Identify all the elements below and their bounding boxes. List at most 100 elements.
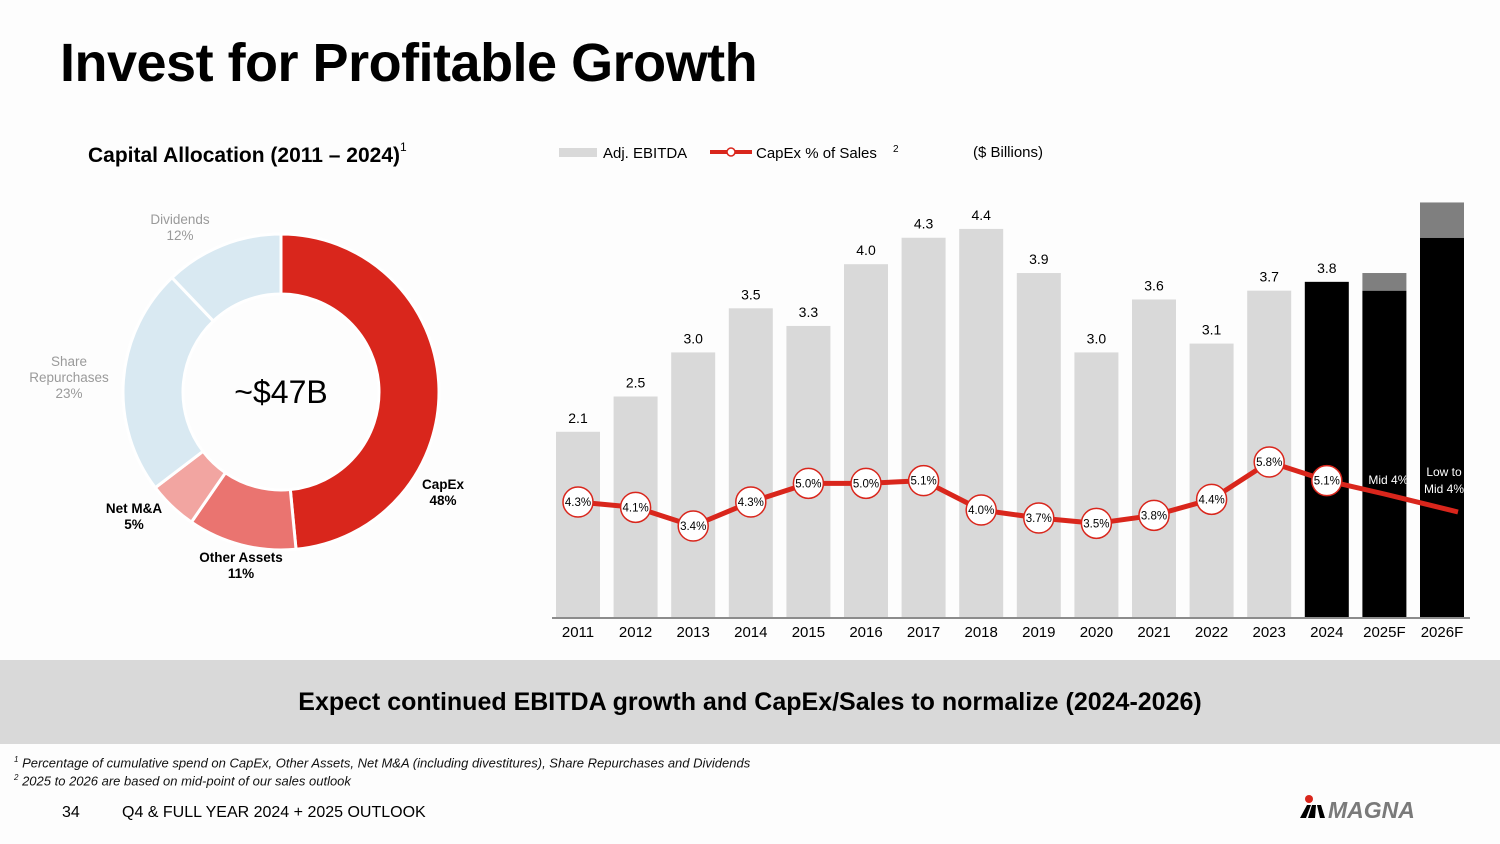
bar-ebitda-2026F — [1420, 237, 1464, 618]
x-tick-label: 2019 — [1022, 624, 1055, 641]
bar-value-label: 4.3 — [914, 216, 934, 232]
x-tick-label: 2011 — [562, 624, 594, 641]
bar-value-label: 3.0 — [683, 330, 703, 346]
legend-marker-capex — [726, 147, 736, 157]
footnote-mark: 2 — [14, 773, 19, 782]
pie-title-text: Capital Allocation (2011 – 2024) — [88, 144, 401, 167]
footnote-text: 2025 to 2026 are based on mid-point of o… — [22, 773, 351, 789]
capex-point-2011 — [562, 486, 594, 518]
bar-value-label: 2.1 — [568, 410, 588, 426]
pie-value-label: 5% — [124, 517, 144, 532]
footnote-1: 1 Percentage of cumulative spend on CapE… — [14, 755, 750, 770]
bar-ebitda-2011 — [556, 431, 600, 617]
x-tick-label: 2012 — [619, 624, 652, 641]
bar-value-label: 2.5 — [626, 375, 646, 391]
capex-point-label: 3.5% — [1083, 518, 1109, 530]
capex-forecast-label: Mid 4% — [1424, 482, 1464, 496]
pie-slice-label: Net M&A — [106, 501, 162, 516]
bar-ebitda-2013 — [671, 352, 716, 617]
bar-value-label: 3.6 — [1144, 277, 1164, 293]
x-tick-label: 2014 — [734, 624, 767, 641]
capex-point-label: 4.0% — [968, 505, 994, 517]
bar-ebitda-2017 — [901, 237, 946, 618]
footnote-ref: 1 — [400, 140, 407, 154]
bar-ebitda-2022 — [1189, 343, 1234, 617]
capex-point-2019 — [1023, 502, 1055, 534]
capex-point-label: 5.0% — [853, 478, 879, 490]
pie-chart-title: Capital Allocation (2011 – 2024)1 — [88, 140, 407, 168]
capex-point-2023 — [1253, 446, 1285, 478]
x-tick-label: 2015 — [792, 624, 825, 641]
bar-ebitda-2025F — [1362, 290, 1407, 617]
x-tick-label: 2020 — [1080, 624, 1113, 641]
capex-forecast-label: Mid 4% — [1368, 473, 1408, 487]
capex-point-label: 5.1% — [1314, 476, 1340, 488]
bar-ebitda-2019 — [1016, 273, 1061, 617]
x-tick-label: 2023 — [1253, 624, 1286, 641]
capex-point-label: 3.8% — [1141, 510, 1167, 522]
capex-point-label: 4.3% — [565, 497, 591, 509]
capex-point-label: 3.7% — [1026, 513, 1052, 525]
footer-text: Q4 & FULL YEAR 2024 + 2025 OUTLOOK — [122, 804, 426, 821]
bar-value-label: 3.9 — [1029, 251, 1049, 267]
capex-line — [577, 459, 1459, 529]
bar-ebitda-range-2026F — [1420, 202, 1464, 238]
bar-ebitda-2024 — [1304, 281, 1349, 617]
x-tick-label: 2016 — [849, 624, 882, 641]
page-number: 34 — [62, 804, 80, 821]
bar-ebitda-2016 — [844, 264, 888, 617]
capex-point-2022 — [1195, 483, 1228, 516]
capex-point-2014 — [735, 486, 767, 518]
capex-point-2020 — [1080, 507, 1113, 540]
capex-point-label: 4.3% — [738, 497, 764, 509]
pie-slice-capex — [279, 232, 441, 551]
footnote-mark: 1 — [14, 755, 19, 764]
pie-slice-label: Repurchases — [29, 370, 109, 385]
bar-ebitda-2018 — [959, 228, 1004, 618]
capex-point-label: 4.1% — [622, 502, 648, 514]
capex-point-label: 5.8% — [1256, 457, 1282, 469]
takeaway-banner: Expect continued EBITDA growth and CapEx… — [0, 660, 1500, 744]
x-tick-label: 2021 — [1137, 624, 1170, 641]
x-tick-label: 2017 — [907, 624, 940, 641]
logo-mark-icon — [1300, 805, 1311, 818]
capex-point-2018 — [965, 494, 997, 526]
pie-value-label: 11% — [228, 566, 254, 581]
legend-swatch-ebitda — [559, 148, 597, 157]
capex-point-2021 — [1138, 499, 1170, 532]
bar-ebitda-2020 — [1074, 352, 1119, 617]
bar-ebitda-range-2025F — [1362, 273, 1407, 291]
capex-point-label: 3.4% — [680, 521, 706, 533]
bar-value-label: 3.8 — [1317, 260, 1337, 276]
capex-point-2015 — [792, 467, 825, 500]
capex-point-2017 — [907, 464, 940, 497]
x-tick-label: 2022 — [1195, 624, 1228, 641]
bar-value-label: 3.5 — [741, 286, 761, 302]
capex-point-label: 4.4% — [1198, 494, 1224, 506]
x-tick-label: 2024 — [1310, 624, 1343, 641]
legend-label-capex: CapEx % of Sales — [756, 145, 877, 162]
capex-forecast-label: Low to — [1426, 465, 1462, 479]
logo-wordmark: MAGNA — [1328, 797, 1415, 822]
pie-slice-label: CapEx — [422, 477, 465, 492]
bar-value-label: 4.4 — [971, 207, 991, 223]
bar-ebitda-2014 — [728, 308, 773, 617]
logo-mark-icon — [1317, 805, 1325, 818]
pie-slice-share-repurchases — [121, 275, 216, 490]
bar-value-label: 4.0 — [856, 242, 876, 258]
capex-point-label: 5.1% — [910, 476, 936, 488]
bar-value-label: 3.0 — [1087, 330, 1107, 346]
pie-slice-label: Other Assets — [199, 550, 283, 565]
logo-mark-icon — [1308, 805, 1316, 818]
capex-point-2012 — [619, 491, 652, 524]
unit-note: ($ Billions) — [973, 144, 1043, 161]
bar-ebitda-2021 — [1132, 299, 1176, 617]
footnote-2: 2 2025 to 2026 are based on mid-point of… — [14, 773, 351, 788]
logo-dot-icon — [1305, 795, 1313, 803]
pie-value-label: 48% — [429, 493, 456, 508]
legend-label-ebitda: Adj. EBITDA — [603, 145, 687, 162]
pie-value-label: 23% — [55, 386, 82, 401]
legend-footnote-ref: 2 — [893, 144, 899, 155]
bar-value-label: 3.1 — [1202, 322, 1222, 338]
